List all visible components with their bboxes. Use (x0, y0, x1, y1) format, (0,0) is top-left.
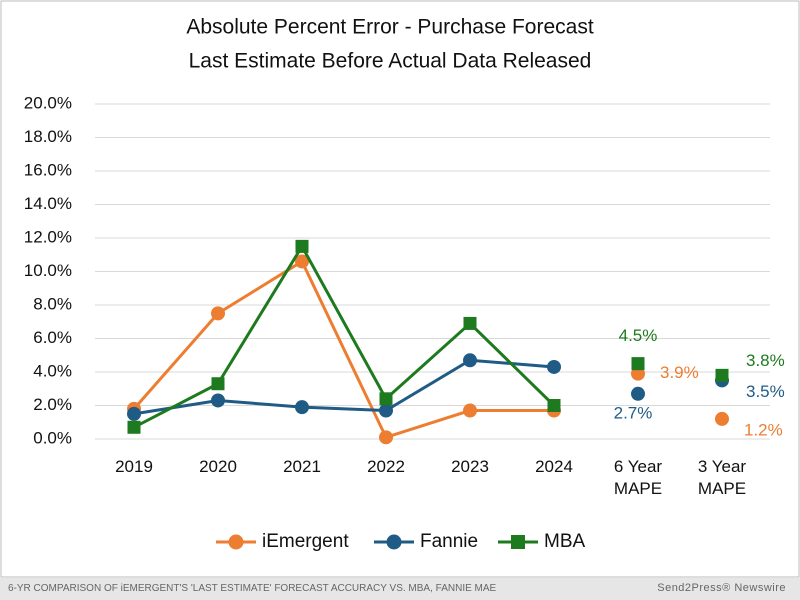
marker (228, 534, 244, 550)
x-tick-label: 2023 (451, 457, 489, 476)
y-tick-label: 10.0% (24, 261, 72, 280)
marker (511, 535, 525, 549)
x-tick-label: 6 Year MAPE (613, 457, 663, 498)
data-label: 2.7% (614, 403, 653, 422)
legend-label: Fannie (420, 531, 478, 552)
chart-subtitle: Last Estimate Before Actual Data Release… (189, 50, 592, 73)
footer: 6-YR COMPARISON OF iEMERGENT'S 'LAST EST… (0, 578, 800, 600)
x-tick-label: 2022 (367, 457, 405, 476)
y-tick-label: 4.0% (33, 361, 72, 380)
x-tick-label: 2021 (283, 457, 321, 476)
marker (631, 386, 645, 401)
y-tick-label: 16.0% (24, 160, 72, 179)
y-tick-label: 8.0% (33, 294, 72, 313)
y-tick-label: 20.0% (24, 93, 72, 112)
marker (463, 353, 477, 368)
marker (715, 411, 729, 426)
y-tick-label: 12.0% (24, 227, 72, 246)
data-label: 3.9% (660, 363, 699, 382)
footer-caption: 6-YR COMPARISON OF iEMERGENT'S 'LAST EST… (8, 583, 497, 594)
series-line (133, 243, 556, 429)
chart-border (0, 0, 800, 578)
data-label: 3.8% (746, 351, 785, 370)
marker (127, 406, 141, 421)
y-tick-label: 14.0% (24, 194, 72, 213)
marker (463, 403, 477, 418)
series-line (132, 259, 554, 440)
marker (295, 239, 309, 253)
marker (127, 420, 141, 434)
y-tick-label: 6.0% (33, 328, 72, 347)
marker (386, 534, 402, 550)
marker (295, 400, 309, 415)
marker (211, 393, 225, 408)
legend-label: iEmergent (262, 531, 349, 552)
y-tick-label: 0.0% (33, 428, 72, 447)
marker (379, 430, 393, 445)
marker (547, 359, 561, 374)
marker (379, 403, 393, 418)
marker (379, 392, 393, 406)
data-label: 1.2% (744, 420, 783, 439)
marker (547, 399, 561, 412)
y-tick-label: 18.0% (24, 127, 72, 146)
data-label: 3.5% (746, 382, 785, 401)
marker (463, 316, 477, 330)
x-tick-label: 2024 (535, 457, 573, 476)
footer-credit: Send2Press® Newswire (657, 582, 786, 594)
x-tick-label: 3 Year MAPE (697, 457, 747, 498)
marker (211, 377, 225, 391)
x-tick-label: 2019 (115, 457, 153, 476)
chart-title: Absolute Percent Error - Purchase Foreca… (186, 16, 594, 39)
chart: Absolute Percent Error - Purchase Foreca… (0, 0, 800, 578)
marker (715, 368, 729, 382)
marker (211, 306, 225, 321)
marker (295, 254, 309, 269)
x-tick-label: 2020 (199, 457, 237, 476)
marker (631, 357, 645, 371)
data-label: 4.5% (619, 326, 658, 345)
y-tick-label: 2.0% (33, 395, 72, 414)
legend-label: MBA (544, 531, 586, 552)
series-line (133, 358, 555, 416)
marker (631, 366, 645, 381)
